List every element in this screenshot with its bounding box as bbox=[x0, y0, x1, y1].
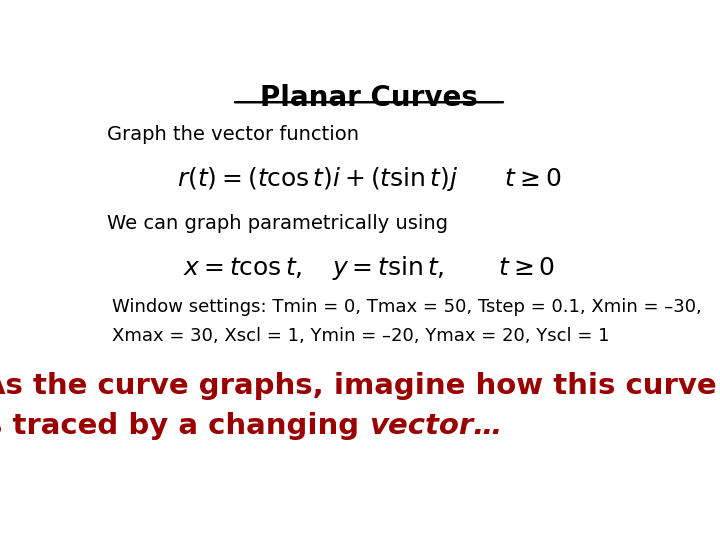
Text: Graph the vector function: Graph the vector function bbox=[107, 125, 359, 144]
Text: Window settings: Tmin = 0, Tmax = 50, Tstep = 0.1, Xmin = –30,: Window settings: Tmin = 0, Tmax = 50, Ts… bbox=[112, 298, 702, 316]
Text: $r\left(t\right)=\left(t\cos t\right)\mathit{i}+\left(t\sin t\right)\mathit{j}\q: $r\left(t\right)=\left(t\cos t\right)\ma… bbox=[176, 165, 562, 193]
Text: Planar Curves: Planar Curves bbox=[260, 84, 478, 112]
Text: being defined as traced by a changing: being defined as traced by a changing bbox=[0, 412, 369, 440]
Text: vector…: vector… bbox=[369, 412, 503, 440]
Text: We can graph parametrically using: We can graph parametrically using bbox=[107, 214, 448, 233]
Text: Xmax = 30, Xscl = 1, Ymin = –20, Ymax = 20, Yscl = 1: Xmax = 30, Xscl = 1, Ymin = –20, Ymax = … bbox=[112, 327, 610, 345]
Text: As the curve graphs, imagine how this curve is: As the curve graphs, imagine how this cu… bbox=[0, 373, 720, 401]
Text: $x = t\cos t,\quad y = t\sin t,\qquad t\geq 0$: $x = t\cos t,\quad y = t\sin t,\qquad t\… bbox=[183, 254, 555, 282]
